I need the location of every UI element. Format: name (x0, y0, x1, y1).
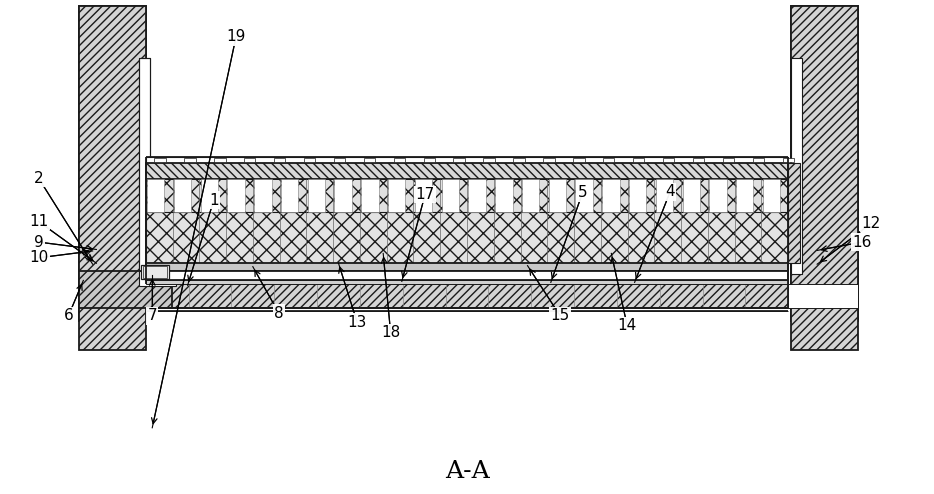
Text: 9: 9 (34, 235, 44, 249)
Text: 8: 8 (274, 306, 284, 321)
Bar (78, 16, 146, 321)
Bar (363, 158, 375, 162)
Text: 2: 2 (34, 171, 44, 186)
Bar (361, 179, 378, 211)
Bar (143, 266, 167, 278)
Bar (514, 158, 525, 162)
Bar (146, 179, 788, 263)
Bar (783, 158, 794, 162)
Bar (603, 158, 615, 162)
Bar (78, 6, 146, 321)
Bar (146, 284, 788, 308)
Bar (484, 158, 495, 162)
Bar (139, 58, 150, 274)
Bar (415, 179, 432, 211)
Bar (633, 158, 644, 162)
Text: 17: 17 (416, 187, 434, 202)
Bar (146, 271, 788, 281)
Bar (78, 6, 146, 350)
Bar (468, 179, 486, 211)
Bar (274, 158, 286, 162)
Bar (788, 284, 858, 308)
Text: 16: 16 (852, 235, 871, 249)
Bar (709, 179, 727, 211)
Bar (522, 179, 539, 211)
Bar (304, 158, 316, 162)
Bar (139, 63, 150, 274)
Bar (227, 179, 245, 211)
Bar (139, 271, 177, 287)
Bar (548, 179, 566, 211)
Text: A-A: A-A (445, 460, 489, 484)
Bar (791, 58, 802, 274)
Bar (334, 179, 352, 211)
Bar (753, 158, 764, 162)
Bar (788, 163, 800, 263)
Text: 14: 14 (617, 318, 637, 333)
Text: 13: 13 (347, 315, 367, 329)
Bar (388, 179, 405, 211)
Bar (544, 158, 555, 162)
Bar (244, 158, 256, 162)
Bar (201, 179, 218, 211)
Bar (146, 163, 788, 179)
Bar (139, 58, 150, 274)
Bar (791, 63, 802, 274)
Text: 7: 7 (148, 308, 157, 323)
Bar (693, 158, 704, 162)
Text: 1: 1 (209, 193, 219, 208)
Bar (629, 179, 646, 211)
Bar (146, 157, 788, 163)
Bar (575, 179, 593, 211)
Text: 12: 12 (861, 216, 881, 231)
Bar (442, 179, 459, 211)
Bar (147, 179, 164, 211)
Text: 11: 11 (29, 214, 49, 229)
Bar (174, 179, 191, 211)
Bar (791, 6, 858, 350)
Bar (333, 158, 346, 162)
Bar (141, 265, 169, 279)
Bar (393, 158, 405, 162)
Text: 5: 5 (577, 185, 587, 201)
Bar (214, 158, 225, 162)
Bar (146, 211, 788, 263)
Bar (495, 179, 513, 211)
Bar (281, 179, 298, 211)
Text: 19: 19 (226, 29, 246, 44)
Bar (656, 179, 673, 211)
Bar (146, 280, 788, 284)
Bar (184, 158, 195, 162)
Bar (78, 271, 172, 308)
Bar (723, 158, 734, 162)
Bar (602, 179, 619, 211)
Bar (154, 158, 165, 162)
Bar (146, 263, 788, 271)
Bar (736, 179, 754, 211)
Bar (423, 158, 435, 162)
Bar (307, 179, 325, 211)
Bar (683, 179, 700, 211)
Bar (573, 158, 585, 162)
Bar (454, 158, 465, 162)
Bar (763, 179, 780, 211)
Text: 18: 18 (381, 326, 401, 340)
Text: 15: 15 (550, 308, 570, 323)
Bar (791, 6, 858, 321)
Text: 10: 10 (29, 250, 49, 265)
Bar (663, 158, 674, 162)
Bar (254, 179, 272, 211)
Text: 6: 6 (64, 308, 73, 323)
Text: 4: 4 (665, 184, 675, 200)
